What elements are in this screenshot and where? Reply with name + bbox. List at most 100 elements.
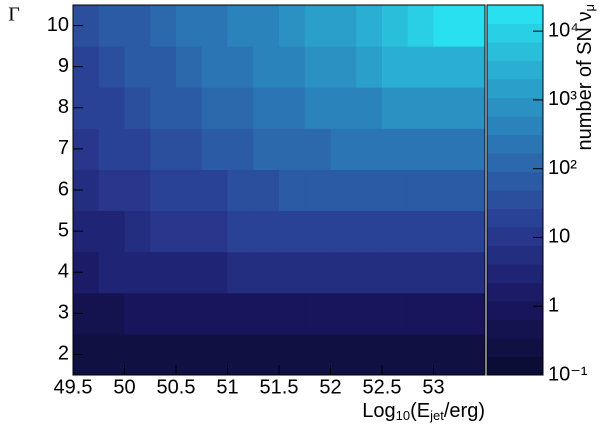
y-tick-label: 10 <box>47 14 69 36</box>
heatmap-cell <box>98 333 125 376</box>
heatmap-cell <box>356 128 383 170</box>
heatmap-cell <box>124 251 151 294</box>
heatmap-cell <box>253 87 280 129</box>
heatmap-cell <box>201 292 228 335</box>
heatmap-cell <box>124 128 151 170</box>
heatmap-cell <box>459 210 486 253</box>
color-bar-band <box>487 338 543 357</box>
color-tick-label: 10 <box>548 226 570 248</box>
heatmap-cell <box>304 333 331 376</box>
heatmap-cell <box>279 5 306 47</box>
heatmap-cell <box>253 169 280 212</box>
heatmap-cell <box>407 251 434 294</box>
color-bar-band <box>487 42 543 61</box>
heatmap-cell <box>124 46 151 88</box>
heatmap-cell <box>330 169 357 212</box>
heatmap-cell <box>150 251 177 294</box>
heatmap-cell <box>98 251 125 294</box>
color-bar-band <box>487 264 543 283</box>
heatmap-cell <box>150 210 177 253</box>
heatmap-cell <box>253 5 280 47</box>
heatmap-cell <box>382 251 409 294</box>
heatmap-cell <box>98 169 125 212</box>
heatmap-cell <box>227 128 254 170</box>
y-tick-label: 2 <box>58 343 69 365</box>
heatmap-cell <box>124 5 151 47</box>
heatmap-cell <box>459 128 486 170</box>
heatmap-cell <box>330 333 357 376</box>
heatmap-cell <box>124 87 151 129</box>
heatmap-cell <box>279 46 306 88</box>
heatmap-cell <box>201 169 228 212</box>
x-axis-label: Log10(Ejet/erg) <box>362 400 485 423</box>
heatmap-cell <box>150 169 177 212</box>
color-bar-band <box>487 79 543 98</box>
heatmap-cell <box>407 5 434 47</box>
heatmap-cell <box>176 87 203 129</box>
color-axis-label-part: μ <box>582 4 597 12</box>
heatmap-cell <box>433 5 460 47</box>
color-bar-band <box>487 301 543 320</box>
heatmap-cell <box>407 87 434 129</box>
heatmap-cell <box>459 46 486 88</box>
color-axis-label-part: number of SN ν <box>574 12 596 151</box>
y-tick-label: 6 <box>58 178 69 200</box>
y-axis-label: Γ <box>8 4 20 26</box>
x-tick-label: 51.5 <box>260 376 299 398</box>
heatmap-cell <box>253 333 280 376</box>
heatmap-cell <box>227 169 254 212</box>
heatmap-cell <box>304 251 331 294</box>
heatmap-cell <box>433 46 460 88</box>
heatmap-cell <box>227 210 254 253</box>
color-bar-frame <box>486 4 544 376</box>
heatmap-cell <box>176 210 203 253</box>
y-tick-label: 4 <box>58 261 69 283</box>
color-bar-band <box>487 245 543 265</box>
heatmap-cell <box>459 169 486 212</box>
heatmap-cell <box>304 46 331 88</box>
color-tick-label: 10⁻¹ <box>548 363 588 385</box>
heatmap-cell <box>330 292 357 335</box>
heatmap-cell <box>201 128 228 170</box>
heatmap-cell <box>356 251 383 294</box>
heatmap-cell <box>150 87 177 129</box>
heatmap-cell <box>98 87 125 129</box>
heatmap-cell <box>227 333 254 376</box>
x-tick-label: 53 <box>422 376 444 398</box>
color-bar-band <box>487 319 543 339</box>
heatmap-cell <box>253 251 280 294</box>
heatmap-cell <box>459 292 486 335</box>
heatmap-cell <box>382 210 409 253</box>
heatmap-cell <box>459 251 486 294</box>
heatmap-cell <box>201 5 228 47</box>
heatmap-cell <box>382 333 409 376</box>
heatmap-cell <box>176 292 203 335</box>
x-axis-label-part: /erg) <box>444 400 485 422</box>
heatmap-cell <box>433 128 460 170</box>
heatmap-cell <box>433 333 460 376</box>
y-tick-label: 8 <box>58 96 69 118</box>
color-tick-label: 10² <box>548 157 577 179</box>
heatmap-cell <box>356 333 383 376</box>
heatmap-cell <box>227 251 254 294</box>
color-bar-band <box>487 5 543 24</box>
heatmap-cell <box>330 46 357 88</box>
heatmap-cell <box>356 5 383 47</box>
color-tick-label: 10⁴ <box>548 19 579 41</box>
heatmap-cell <box>330 251 357 294</box>
heatmap-cell <box>176 46 203 88</box>
color-tick-label: 1 <box>548 295 559 317</box>
heatmap-cell <box>459 87 486 129</box>
heatmap-cell <box>227 292 254 335</box>
heatmap-cell <box>176 169 203 212</box>
x-axis-label-part: Log <box>362 400 395 422</box>
heatmap-cell <box>304 210 331 253</box>
heatmap-cell <box>253 210 280 253</box>
y-tick-label: 5 <box>58 219 69 241</box>
heatmap-cell <box>227 5 254 47</box>
x-tick-label: 50.5 <box>157 376 196 398</box>
heatmap-cell <box>382 128 409 170</box>
heatmap-cell <box>201 87 228 129</box>
heatmap-cell <box>459 5 486 47</box>
